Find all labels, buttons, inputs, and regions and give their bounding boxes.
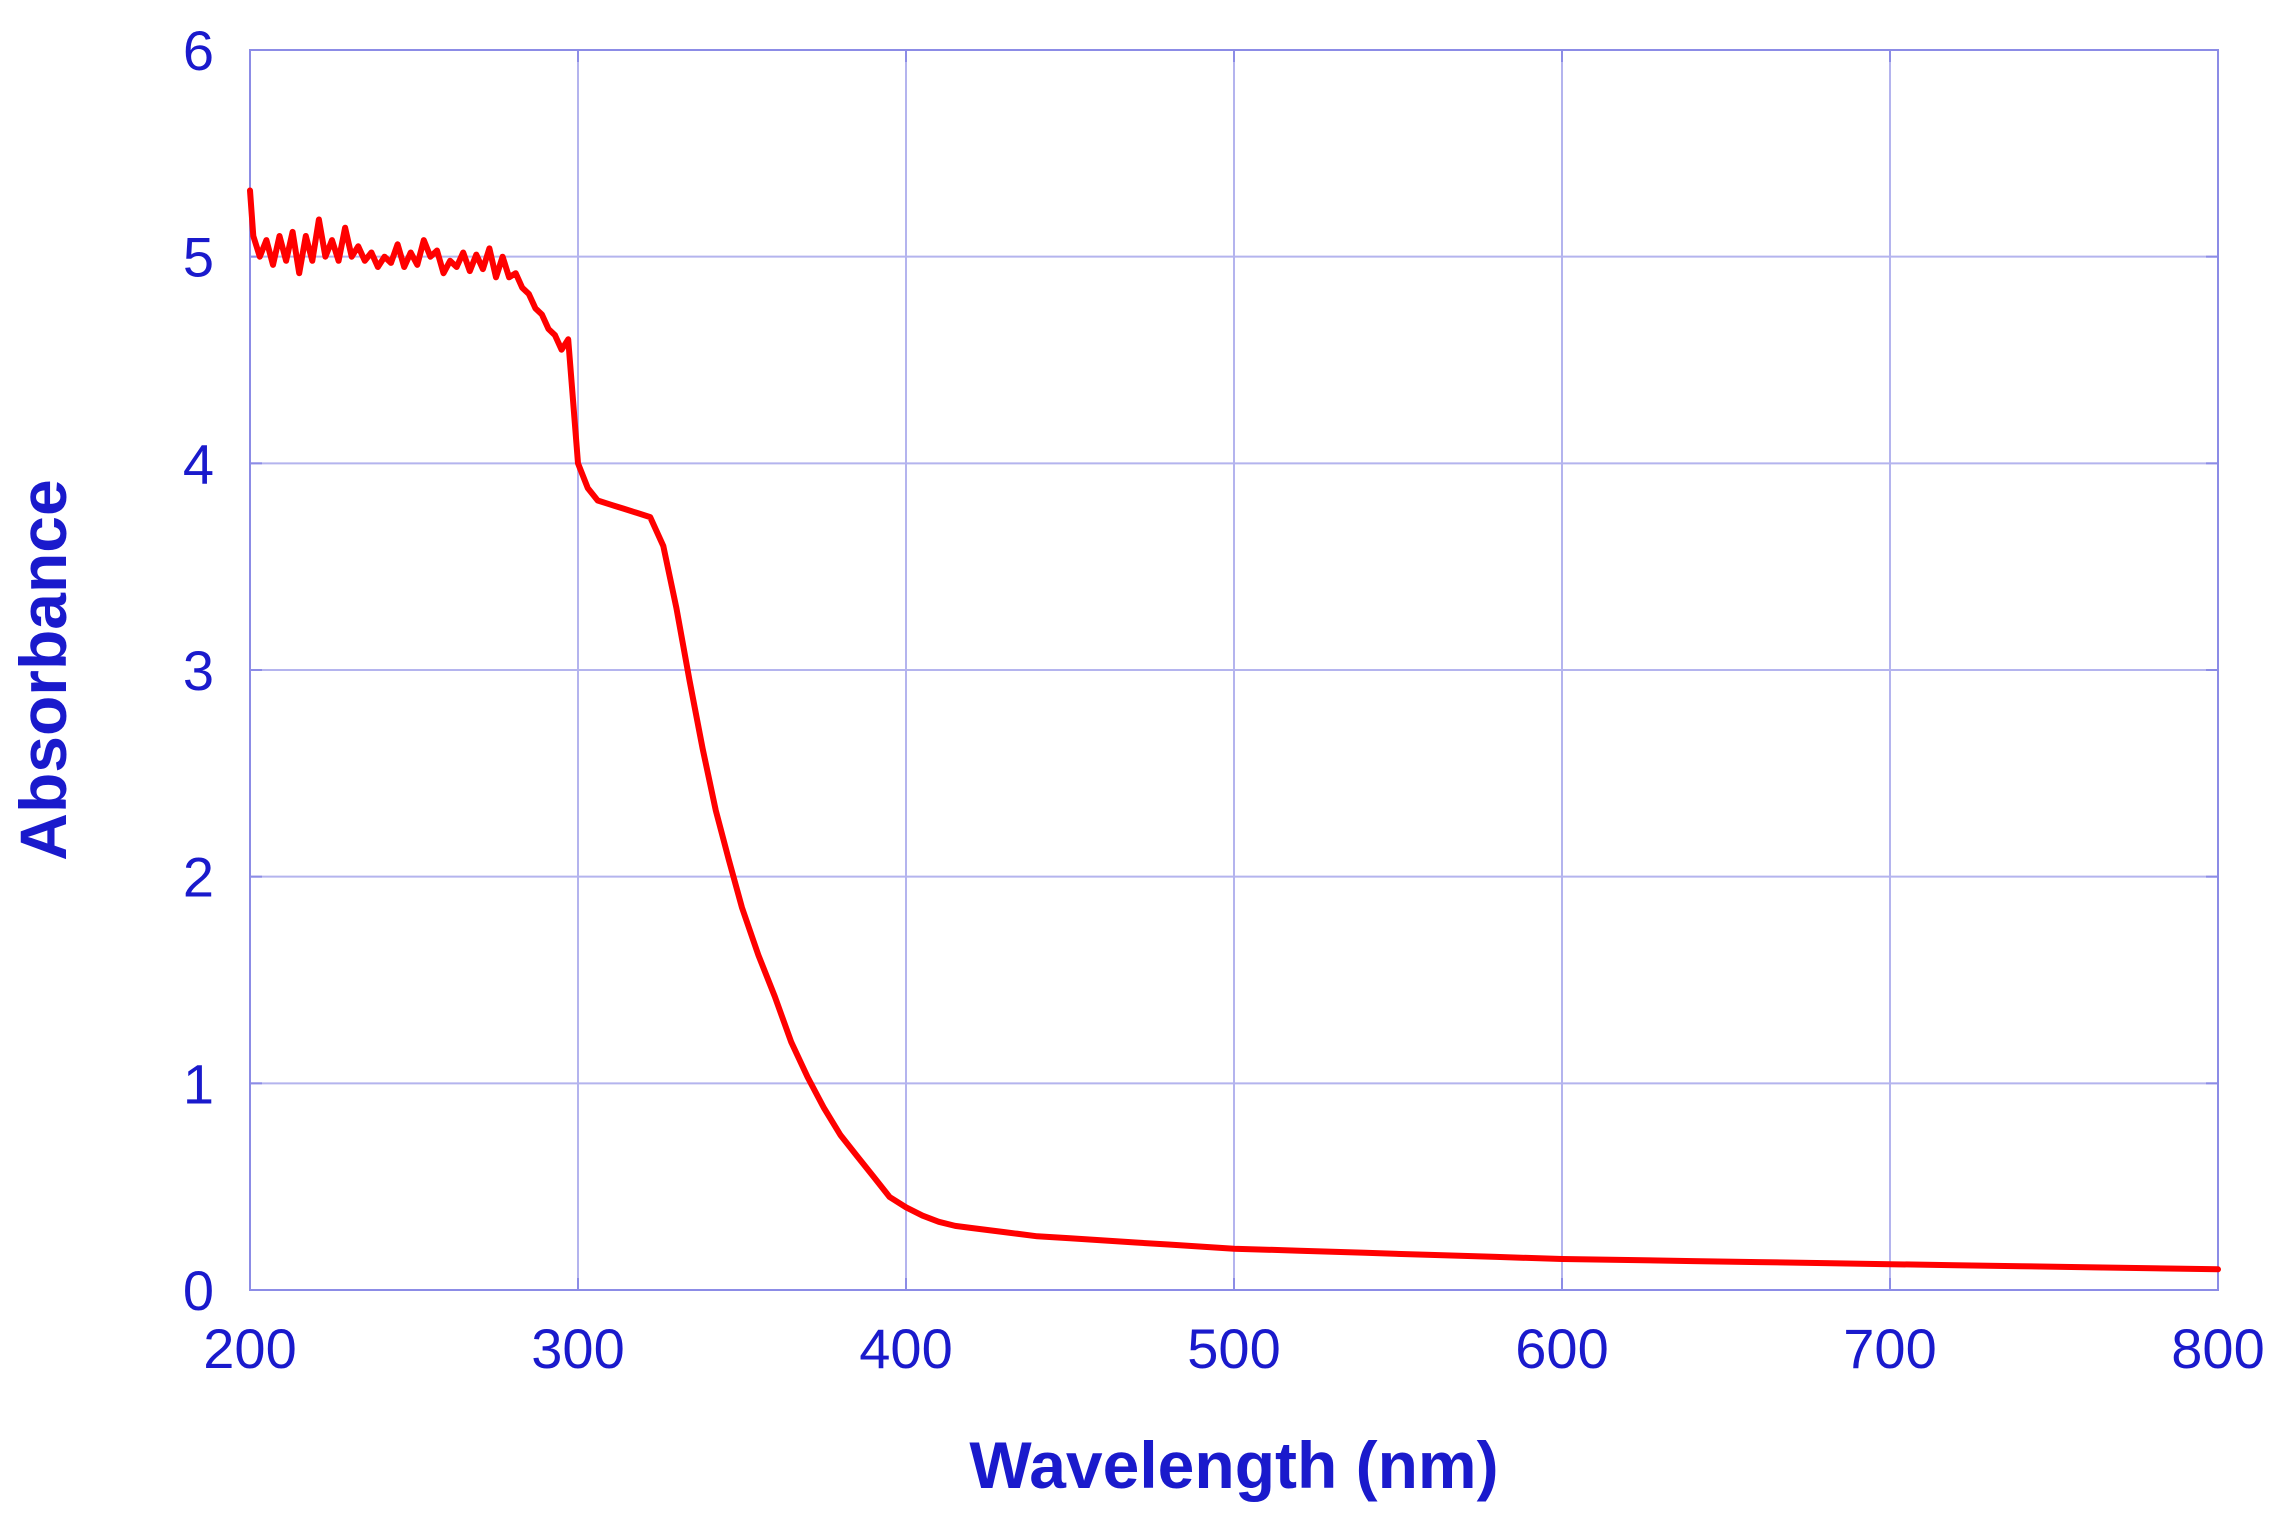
- x-tick-label: 800: [2171, 1317, 2264, 1380]
- y-tick-label: 1: [183, 1052, 214, 1115]
- y-tick-label: 3: [183, 639, 214, 702]
- y-tick-label: 4: [183, 432, 214, 495]
- x-tick-label: 200: [203, 1317, 296, 1380]
- x-tick-label: 300: [531, 1317, 624, 1380]
- y-tick-label: 2: [183, 846, 214, 909]
- y-tick-label: 0: [183, 1259, 214, 1322]
- y-tick-label: 5: [183, 226, 214, 289]
- x-tick-label: 700: [1843, 1317, 1936, 1380]
- x-tick-label: 600: [1515, 1317, 1608, 1380]
- absorbance-series-line: [247, 187, 2221, 1273]
- y-tick-label: 6: [183, 19, 214, 82]
- x-tick-label: 500: [1187, 1317, 1280, 1380]
- y-tick-labels: 0 1 2 3 4 5 6: [183, 19, 214, 1322]
- x-tick-labels: 200 300 400 500 600 700 800: [203, 1317, 2264, 1380]
- y-axis-title: Absorbance: [6, 479, 80, 860]
- x-tick-label: 400: [859, 1317, 952, 1380]
- x-axis-title: Wavelength (nm): [969, 1428, 1498, 1502]
- tick-marks: [249, 49, 2219, 1291]
